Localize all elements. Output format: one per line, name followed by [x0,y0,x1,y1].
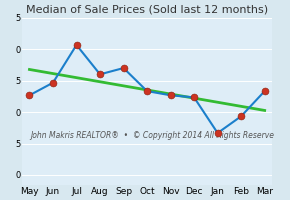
Point [239,115,244,118]
Point [74,43,79,47]
Point [51,81,55,84]
Point [192,96,196,99]
Point [262,90,267,93]
Point [98,73,102,76]
Title: Median of Sale Prices (Sold last 12 months): Median of Sale Prices (Sold last 12 mont… [26,4,268,14]
Point [145,90,149,93]
Point [215,131,220,135]
Point [27,94,32,97]
Text: John Makris REALTOR®  •  © Copyright 2014 All Rights Reserve: John Makris REALTOR® • © Copyright 2014 … [30,131,274,140]
Point [121,66,126,70]
Point [168,94,173,97]
